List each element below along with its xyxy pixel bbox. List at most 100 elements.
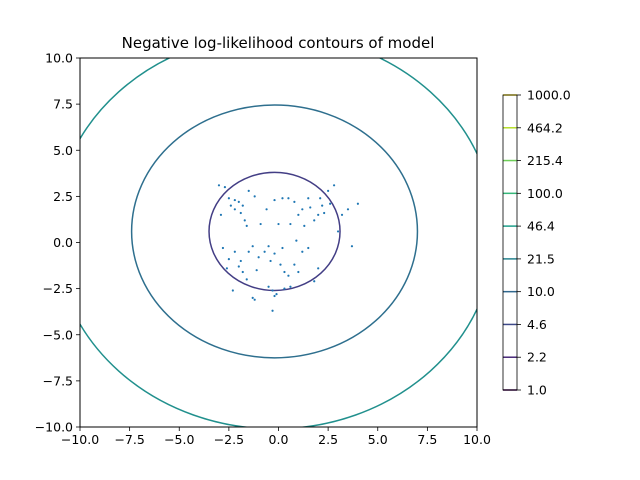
contour-level-10: [130, 104, 419, 359]
scatter-point: [239, 259, 242, 263]
colorbar-tick-label: 464.2: [527, 120, 563, 135]
scatter-point: [273, 294, 276, 298]
scatter-point: [247, 189, 250, 192]
scatter-point: [263, 250, 266, 253]
scatter-point: [257, 256, 260, 259]
scatter-point: [231, 289, 234, 292]
x-tick-label: 5.0: [368, 432, 388, 447]
scatter-point: [295, 239, 298, 242]
scatter-point: [223, 186, 227, 189]
contour-level-4-6: [208, 171, 341, 292]
scatter-point: [350, 245, 354, 248]
scatter-point: [317, 213, 320, 216]
scatter-point: [293, 263, 296, 266]
colorbar: 1.0 2.2 4.6 10.0 21.5 46.4 100.0 215.4 464.2 1000…: [502, 88, 571, 398]
colorbar-frame: [502, 94, 518, 391]
scatter-point: [356, 202, 359, 205]
scatter-point: [283, 287, 286, 290]
scatter-point: [253, 298, 256, 301]
scatter-point: [275, 293, 278, 296]
x-tick-label: 0.0: [269, 432, 289, 447]
scatter-point: [287, 274, 290, 277]
scatter-point: [271, 289, 274, 292]
scatter-point: [251, 296, 254, 299]
colorbar-tick-label: 10.0: [527, 284, 555, 299]
colorbar-tick-label: 100.0: [527, 186, 563, 201]
y-tick-label: −2.5: [43, 281, 73, 296]
scatter-point: [233, 198, 236, 202]
scatter-point: [307, 246, 310, 250]
y-tick-label: −5.0: [43, 327, 73, 342]
scatter-point: [289, 285, 292, 288]
scatter-point: [259, 222, 262, 226]
colorbar-tick-label: 2.2: [527, 350, 547, 365]
scatter-point: [245, 278, 248, 281]
scatter-point: [253, 195, 256, 198]
y-tick-label: 10.0: [45, 51, 73, 66]
y-tick-label: 5.0: [53, 143, 73, 158]
scatter-point: [303, 224, 306, 227]
y-tick-label: 7.5: [53, 97, 73, 112]
scatter-point: [219, 213, 223, 216]
scatter-point: [265, 208, 268, 211]
scatter-point: [317, 267, 320, 270]
scatter-point: [251, 245, 254, 248]
scatter-point: [301, 208, 304, 211]
scatter-point: [245, 224, 248, 227]
y-axis: −10.0 −7.5 −5.0 −2.5 0.0 2.5 5.0 7.5 10.0: [35, 51, 80, 435]
contour-lines: [80, 58, 477, 427]
scatter-point: [313, 219, 316, 222]
scatter-point: [319, 197, 322, 200]
scatter-point: [332, 184, 336, 187]
contour-level-21-5: [80, 58, 477, 427]
scatter-point: [241, 270, 244, 274]
scatter-point: [237, 265, 240, 268]
colorbar-tick-label: 1000.0: [527, 88, 571, 103]
scatter-point: [313, 280, 316, 283]
y-tick-label: −10.0: [35, 420, 73, 435]
y-tick-label: −7.5: [43, 373, 73, 388]
scatter-point: [301, 250, 304, 253]
scatter-point: [340, 213, 344, 216]
colorbar-tick-label: 46.4: [527, 219, 555, 234]
scatter-point: [229, 204, 232, 207]
scatter-point: [297, 213, 300, 216]
scatter-point: [289, 222, 292, 226]
scatter-point: [307, 197, 310, 200]
scatter-point: [327, 189, 330, 192]
scatter-point: [321, 204, 324, 207]
scatter-point: [217, 184, 221, 187]
x-axis: −10.0 −7.5 −5.0 −2.5 0.0 2.5 5.0 7.5 10.0: [61, 427, 491, 447]
scatter-point: [277, 222, 280, 226]
scatter-point: [227, 258, 230, 261]
scatter-point: [225, 267, 228, 270]
scatter-point: [273, 252, 276, 255]
scatter-point: [309, 206, 312, 209]
scatter-point: [346, 208, 350, 211]
scatter-point: [287, 197, 290, 200]
x-tick-label: −5.0: [164, 432, 194, 447]
scatter-point: [237, 200, 240, 204]
x-tick-label: 10.0: [463, 432, 491, 447]
x-tick-label: 2.5: [318, 432, 338, 447]
scatter-point: [267, 285, 270, 288]
y-tick-label: 2.5: [53, 189, 73, 204]
x-tick-label: −10.0: [61, 432, 99, 447]
colorbar-tick-label: 4.6: [527, 317, 547, 332]
scatter-point: [247, 250, 250, 253]
scatter-point: [239, 211, 242, 215]
scatter-point: [255, 269, 258, 272]
scatter-point: [329, 202, 332, 205]
colorbar-tick-label: 215.4: [527, 153, 563, 168]
scatter-point: [336, 230, 340, 233]
y-tick-label: 0.0: [53, 235, 73, 250]
scatter-point: [283, 270, 286, 274]
x-tick-label: 7.5: [417, 432, 437, 447]
scatter-point: [323, 211, 326, 215]
x-tick-label: −2.5: [214, 432, 244, 447]
scatter-point: [241, 204, 244, 207]
scatter-point: [233, 208, 236, 211]
scatter-point: [281, 246, 284, 250]
colorbar-tick-label: 1.0: [527, 383, 547, 398]
